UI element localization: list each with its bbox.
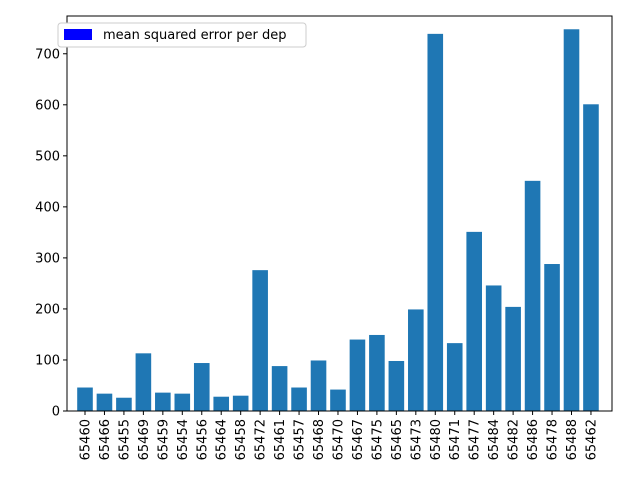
y-tick-label: 600	[35, 98, 60, 113]
y-axis-ticks: 0 100 200 300 400 500 600 700	[35, 47, 67, 420]
bar-65460	[77, 387, 93, 411]
y-tick-label: 300	[35, 251, 60, 266]
x-tick-label: 65459	[156, 419, 171, 460]
bar-65473	[408, 309, 424, 411]
y-tick-label: 0	[52, 405, 60, 420]
x-tick-label: 65468	[312, 419, 327, 460]
x-tick-label: 65460	[79, 419, 94, 460]
bar-65466	[96, 393, 113, 411]
plot-frame	[66, 15, 613, 412]
y-tick-label: 400	[35, 200, 60, 215]
x-tick-label: 65471	[448, 419, 463, 460]
x-tick-label: 65480	[429, 419, 444, 460]
x-tick-label: 65469	[137, 419, 152, 460]
x-tick-label: 65466	[98, 419, 113, 460]
bar-65464	[213, 396, 230, 411]
x-tick-label: 65467	[351, 419, 366, 460]
bar-65467	[349, 339, 366, 411]
bar-65471	[446, 343, 463, 411]
x-tick-label: 65478	[546, 419, 561, 460]
bar-65480	[427, 33, 444, 412]
bar-65488	[563, 29, 580, 412]
x-tick-label: 65475	[370, 419, 385, 460]
x-tick-label: 65484	[487, 419, 502, 460]
x-tick-label: 65465	[390, 419, 405, 460]
x-tick-label: 65470	[331, 419, 346, 460]
bar-65469	[135, 353, 152, 411]
x-tick-label: 65455	[117, 419, 132, 460]
x-tick-label: 65461	[273, 419, 288, 460]
bar-65470	[330, 389, 346, 411]
x-tick-label: 65454	[176, 419, 191, 460]
x-tick-label: 65486	[526, 419, 541, 460]
bar-65461	[271, 366, 288, 411]
legend-swatch	[64, 29, 92, 40]
bar-65484	[485, 285, 502, 411]
bar-65478	[544, 264, 560, 411]
bars-group	[77, 29, 599, 412]
x-tick-label: 65472	[254, 419, 269, 460]
legend-box	[57, 22, 307, 48]
x-tick-label: 65464	[215, 419, 230, 460]
bar-65486	[524, 180, 541, 411]
bar-65457	[291, 387, 307, 411]
bar-65465	[388, 360, 405, 411]
bar-65458	[232, 395, 249, 411]
bar-65459	[155, 392, 171, 411]
x-tick-label: 65458	[234, 419, 249, 460]
legend: mean squared error per dep	[57, 22, 307, 48]
bar-65462	[583, 104, 599, 411]
bar-65475	[369, 334, 385, 411]
bar-65468	[310, 360, 327, 411]
x-tick-label: 65477	[468, 419, 483, 460]
x-tick-label: 65456	[195, 419, 210, 460]
x-axis-ticks: 65460 65466 65455 65469 65459 65454 65456 65464…	[79, 411, 599, 460]
y-tick-label: 200	[35, 302, 60, 317]
y-tick-label: 700	[35, 47, 60, 62]
bar-65456	[193, 363, 210, 411]
bar-65482	[505, 306, 521, 411]
x-tick-label: 65462	[584, 419, 599, 460]
y-tick-label: 100	[35, 353, 60, 368]
legend-label: mean squared error per dep	[103, 28, 287, 43]
x-tick-label: 65482	[507, 419, 522, 460]
bar-65454	[174, 393, 191, 411]
bar-65477	[466, 231, 482, 411]
bar-65472	[252, 270, 268, 411]
x-tick-label: 65457	[293, 419, 308, 460]
bar-65455	[116, 397, 132, 411]
x-tick-label: 65473	[409, 419, 424, 460]
x-tick-label: 65488	[565, 419, 580, 460]
y-tick-label: 500	[35, 149, 60, 164]
